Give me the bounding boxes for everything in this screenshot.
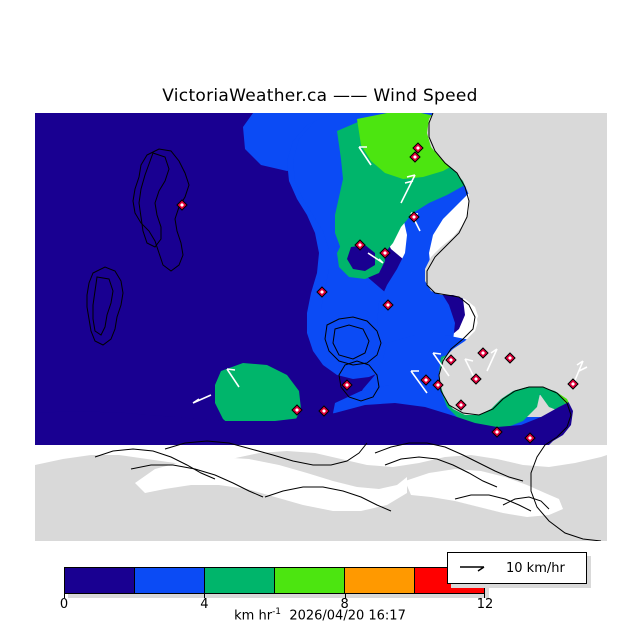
colorbar-band-3[interactable] xyxy=(274,568,344,593)
colorbar-band-1[interactable] xyxy=(134,568,204,593)
station-marker[interactable] xyxy=(316,286,328,298)
page-title: VictoriaWeather.ca —— Wind Speed xyxy=(162,86,478,106)
station-marker[interactable] xyxy=(318,405,330,417)
colorbar-segments[interactable] xyxy=(64,567,485,594)
station-marker[interactable] xyxy=(379,247,391,259)
colorbar-axis: 0 4 8 12 xyxy=(60,594,493,612)
units-exponent: -1 xyxy=(272,607,282,617)
map-canvas xyxy=(35,113,607,541)
station-marker[interactable] xyxy=(420,374,432,386)
station-marker[interactable] xyxy=(341,379,353,391)
wind-speed-map[interactable] xyxy=(35,113,607,541)
station-marker[interactable] xyxy=(409,151,421,163)
station-marker[interactable] xyxy=(291,404,303,416)
station-marker[interactable] xyxy=(567,378,579,390)
wind-barb-icon xyxy=(460,566,485,572)
colorbar-tick-0 xyxy=(64,594,65,598)
colorbar-band-0[interactable] xyxy=(65,568,134,593)
colorbar-tick-1 xyxy=(204,594,206,598)
coast-land-overlay xyxy=(35,113,607,541)
station-marker[interactable] xyxy=(445,354,457,366)
station-marker[interactable] xyxy=(176,199,188,211)
units-label: km hr xyxy=(234,608,273,624)
colorbar-caption: km hr-1 2026/04/20 16:17 xyxy=(0,607,640,623)
colorbar-tick-label-0: 0 xyxy=(59,597,69,612)
colorbar-tick-label-2: 8 xyxy=(340,597,349,612)
station-marker[interactable] xyxy=(412,142,424,154)
colorbar-tick-label-1: 4 xyxy=(200,597,209,612)
colorbar-tick-3 xyxy=(484,594,485,598)
station-marker-layer xyxy=(176,142,579,444)
station-marker[interactable] xyxy=(408,211,420,223)
barb-legend-box: 10 km/hr xyxy=(447,552,587,584)
station-marker[interactable] xyxy=(491,426,503,438)
station-marker[interactable] xyxy=(470,373,482,385)
colorbar-band-4[interactable] xyxy=(344,568,414,593)
colorbar-tick-2 xyxy=(344,594,346,598)
station-marker[interactable] xyxy=(477,347,489,359)
station-marker[interactable] xyxy=(354,239,366,251)
barb-legend-label: 10 km/hr xyxy=(506,560,565,576)
colorbar-tick-label-3: 12 xyxy=(476,597,494,612)
station-marker[interactable] xyxy=(455,399,467,411)
coastline-layer xyxy=(86,113,602,541)
colorbar[interactable] xyxy=(64,567,489,598)
timestamp-label: 2026/04/20 16:17 xyxy=(289,608,406,624)
station-marker[interactable] xyxy=(432,379,444,391)
station-marker[interactable] xyxy=(382,299,394,311)
colorbar-band-2[interactable] xyxy=(204,568,274,593)
station-marker[interactable] xyxy=(504,352,516,364)
station-marker[interactable] xyxy=(524,432,536,444)
